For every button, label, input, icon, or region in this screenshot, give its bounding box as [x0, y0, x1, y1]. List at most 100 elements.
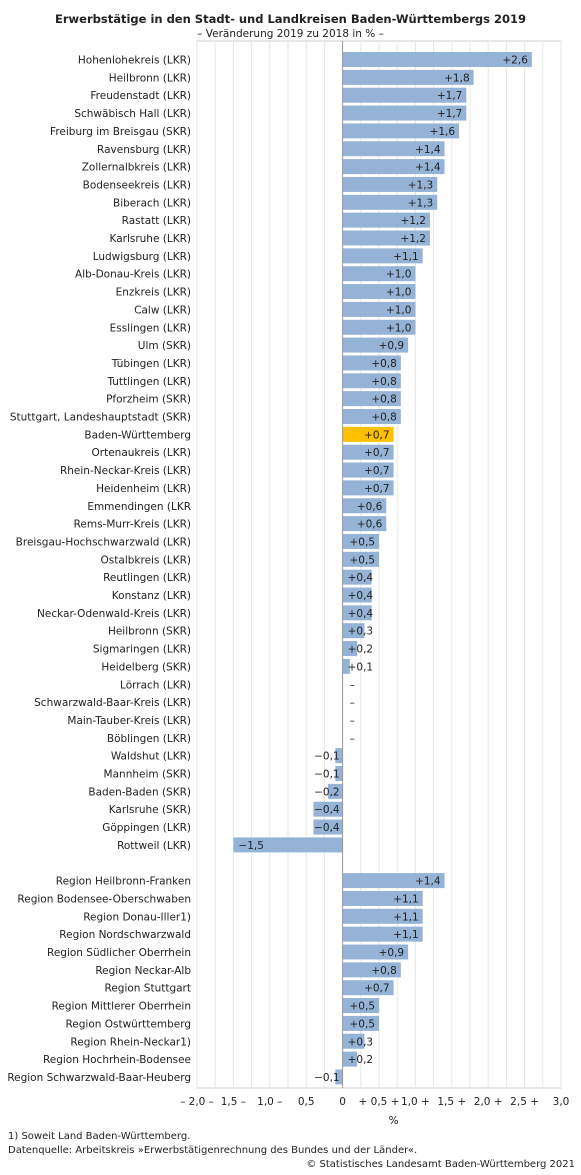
bar [342, 301, 416, 317]
x-tick-label: 2,5 + [510, 1096, 539, 1108]
category-label: Reutlingen (LKR) [103, 572, 191, 584]
data-label: +0,2 [348, 1054, 374, 1066]
x-tick-label: 1,0 – [257, 1096, 282, 1108]
bar [335, 766, 343, 781]
bar [342, 569, 372, 585]
data-label: +0,5 [350, 1018, 376, 1030]
category-label: Calw (LKR) [134, 304, 191, 316]
category-label: Böblingen (LKR) [107, 733, 191, 745]
category-label: Heilbronn (SKR) [108, 626, 191, 638]
footnote-source: Datenquelle: Arbeitskreis »Erwerbstätige… [8, 1145, 418, 1156]
bar [342, 337, 409, 353]
data-label: +1,6 [430, 126, 456, 138]
data-label: +0,4 [348, 572, 374, 584]
x-axis-label: % [389, 1115, 399, 1127]
bar [342, 444, 394, 460]
data-label: +1,1 [393, 251, 419, 263]
category-label: Heidenheim (LKR) [96, 483, 191, 495]
bar [342, 980, 394, 996]
category-label: Tübingen (LKR) [111, 358, 191, 370]
data-label: +1,4 [415, 162, 441, 174]
bar [342, 890, 423, 906]
category-label: Freudenstadt (LKR) [90, 90, 191, 102]
x-tick-label: 3,0 [553, 1096, 570, 1108]
data-label: −1,5 [238, 840, 264, 852]
data-label: +1,0 [386, 322, 412, 334]
bar [342, 551, 379, 567]
data-label: – [350, 697, 355, 709]
category-label: Region Bodensee-Oberschwaben [17, 893, 191, 905]
chart-title: Erwerbstätige in den Stadt- und Landkrei… [55, 12, 526, 26]
category-label: Konstanz (LKR) [112, 590, 191, 602]
data-label: +0,9 [379, 340, 405, 352]
bar [335, 1069, 343, 1085]
bar [342, 230, 430, 246]
bar [342, 998, 379, 1014]
data-label: +0,5 [350, 554, 376, 566]
data-label: +0,8 [371, 965, 397, 977]
bar [342, 605, 372, 621]
category-label: Ostalbkreis (LKR) [101, 554, 191, 566]
data-label: +0,2 [348, 644, 374, 656]
data-label: −0,4 [314, 804, 340, 816]
data-label: +0,8 [371, 412, 397, 424]
category-label: Sigmaringen (LKR) [93, 644, 191, 656]
bar [342, 516, 387, 532]
data-label: +1,4 [415, 144, 441, 156]
data-label: +1,1 [393, 893, 419, 905]
data-label: +0,8 [371, 394, 397, 406]
category-label: Region Südlicher Oberrhein [47, 947, 191, 959]
bar [342, 355, 401, 371]
bar [342, 123, 460, 139]
x-tick-label: 0 [339, 1096, 346, 1108]
category-label: Göppingen (LKR) [102, 822, 191, 834]
bar [342, 212, 430, 228]
bar [342, 391, 401, 407]
bar [335, 748, 343, 764]
data-label: – [350, 715, 355, 727]
category-label: Emmendingen (LKR [87, 501, 191, 513]
category-label: Alb-Donau-Kreis (LKR) [75, 269, 191, 281]
bar [342, 87, 467, 103]
bar [342, 658, 350, 674]
bar [342, 373, 401, 389]
category-label: Pforzheim (SKR) [106, 394, 191, 406]
bar [342, 587, 372, 603]
category-label: Region Donau-Iller1) [83, 911, 191, 923]
category-label: Schwarzwald-Baar-Kreis (LKR) [34, 697, 191, 709]
bar [313, 801, 343, 817]
bar [342, 194, 438, 210]
data-label: +0,6 [357, 501, 383, 513]
category-label: Main-Tauber-Kreis (LKR) [67, 715, 191, 727]
data-label: +0,3 [348, 1036, 374, 1048]
data-label: +0,6 [357, 519, 383, 531]
category-label: Stuttgart, Landeshauptstadt (SKR) [10, 412, 191, 424]
data-label: −0,1 [314, 1072, 340, 1084]
data-label: +1,7 [437, 90, 463, 102]
data-label: −0,1 [314, 769, 340, 781]
bar [342, 284, 416, 300]
bar [233, 837, 343, 853]
bar [342, 962, 401, 978]
data-label: +1,1 [393, 911, 419, 923]
data-label: +1,8 [444, 72, 470, 84]
category-label: Baden-Württemberg [84, 429, 191, 441]
category-label: Rhein-Neckar-Kreis (LKR) [60, 465, 191, 477]
data-label: +0,7 [364, 447, 390, 459]
category-label: Rems-Murr-Kreis (LKR) [74, 519, 191, 531]
bar [342, 105, 467, 121]
category-label: Region Schwarzwald-Baar-Heuberg [7, 1072, 191, 1084]
x-tick-label: + 0,5 + [359, 1096, 400, 1108]
data-label: +0,7 [364, 983, 390, 995]
category-label: Ortenaukreis (LKR) [92, 447, 191, 459]
bar [342, 462, 394, 478]
bar [342, 873, 445, 889]
data-label: +2,6 [502, 55, 528, 67]
data-label: +1,0 [386, 287, 412, 299]
x-tick-label: 0,5 [298, 1096, 315, 1108]
bar [342, 176, 438, 192]
bar [342, 266, 416, 282]
category-label: Heilbronn (LKR) [109, 72, 191, 84]
bar [342, 533, 379, 549]
